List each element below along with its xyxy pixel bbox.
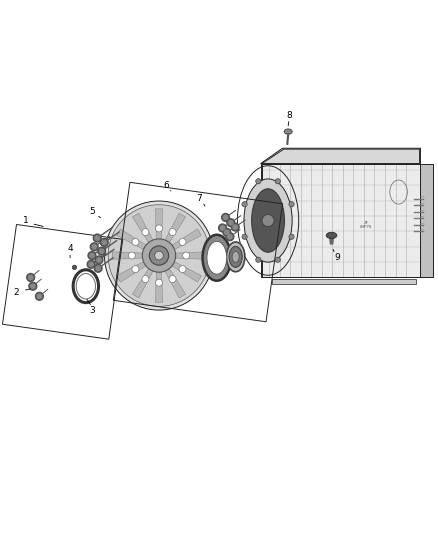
Text: 5: 5 [89, 207, 95, 216]
Circle shape [222, 214, 230, 221]
Circle shape [132, 265, 139, 273]
Text: ZF
8HP70: ZF 8HP70 [360, 221, 372, 229]
Polygon shape [176, 252, 206, 259]
Circle shape [223, 215, 228, 220]
Polygon shape [420, 164, 433, 278]
Circle shape [72, 265, 77, 270]
Ellipse shape [226, 242, 245, 272]
Circle shape [225, 230, 229, 235]
Circle shape [92, 245, 96, 249]
Circle shape [142, 229, 149, 236]
Polygon shape [112, 252, 142, 259]
Polygon shape [165, 269, 186, 298]
Circle shape [275, 179, 280, 184]
Polygon shape [165, 213, 186, 243]
Circle shape [102, 240, 106, 245]
Circle shape [242, 201, 247, 207]
Circle shape [256, 257, 261, 262]
Circle shape [289, 234, 294, 239]
Ellipse shape [207, 241, 227, 274]
Text: 3: 3 [89, 306, 95, 315]
Circle shape [29, 282, 37, 290]
Circle shape [35, 292, 43, 300]
Polygon shape [172, 262, 201, 282]
Text: 7: 7 [196, 194, 202, 203]
Circle shape [95, 256, 103, 264]
Ellipse shape [251, 189, 285, 252]
Circle shape [231, 223, 239, 231]
Text: 2: 2 [14, 288, 19, 297]
Circle shape [27, 273, 35, 281]
Circle shape [169, 229, 176, 236]
Circle shape [223, 229, 231, 236]
Circle shape [183, 252, 190, 259]
Circle shape [142, 239, 176, 272]
Polygon shape [155, 209, 163, 239]
Polygon shape [117, 262, 146, 282]
Circle shape [87, 260, 95, 268]
Text: 1: 1 [22, 216, 28, 225]
Polygon shape [155, 272, 163, 302]
Circle shape [142, 276, 149, 282]
Circle shape [179, 265, 186, 273]
Ellipse shape [229, 246, 242, 268]
Circle shape [275, 257, 280, 262]
Circle shape [28, 275, 33, 280]
Circle shape [155, 251, 163, 260]
Circle shape [233, 225, 237, 229]
Polygon shape [117, 229, 146, 249]
Circle shape [149, 246, 169, 265]
Polygon shape [272, 279, 416, 284]
Circle shape [88, 252, 96, 260]
Text: 9: 9 [334, 253, 340, 262]
Polygon shape [329, 236, 334, 245]
Circle shape [229, 221, 233, 225]
Circle shape [128, 252, 135, 259]
Text: 4: 4 [67, 245, 73, 254]
Circle shape [219, 224, 226, 232]
Circle shape [93, 234, 101, 242]
Ellipse shape [202, 235, 231, 281]
Circle shape [155, 279, 162, 286]
Circle shape [155, 225, 162, 232]
Polygon shape [172, 229, 201, 249]
Ellipse shape [108, 205, 210, 306]
Ellipse shape [104, 201, 214, 310]
Ellipse shape [284, 129, 292, 134]
Circle shape [220, 226, 225, 230]
Circle shape [242, 234, 247, 239]
Circle shape [256, 179, 261, 184]
Circle shape [94, 264, 102, 272]
Ellipse shape [262, 214, 274, 227]
Circle shape [228, 235, 232, 239]
Circle shape [90, 243, 98, 251]
Circle shape [37, 294, 42, 298]
Circle shape [227, 219, 235, 227]
Circle shape [89, 262, 93, 266]
Polygon shape [132, 269, 153, 298]
Polygon shape [132, 213, 153, 243]
Circle shape [95, 236, 99, 240]
Ellipse shape [244, 179, 292, 262]
Circle shape [90, 253, 94, 258]
Circle shape [96, 266, 100, 270]
Circle shape [289, 201, 294, 207]
Text: 8: 8 [286, 111, 292, 120]
Circle shape [99, 249, 104, 253]
Polygon shape [261, 148, 420, 164]
Ellipse shape [326, 232, 337, 238]
Polygon shape [262, 149, 420, 164]
Text: 6: 6 [163, 181, 170, 190]
Circle shape [31, 284, 35, 288]
Circle shape [226, 233, 234, 241]
Circle shape [97, 258, 101, 262]
Circle shape [100, 238, 108, 246]
Circle shape [98, 247, 106, 255]
Circle shape [169, 276, 176, 282]
Circle shape [179, 238, 186, 246]
Circle shape [132, 238, 139, 246]
Polygon shape [261, 164, 420, 278]
Ellipse shape [232, 252, 239, 262]
